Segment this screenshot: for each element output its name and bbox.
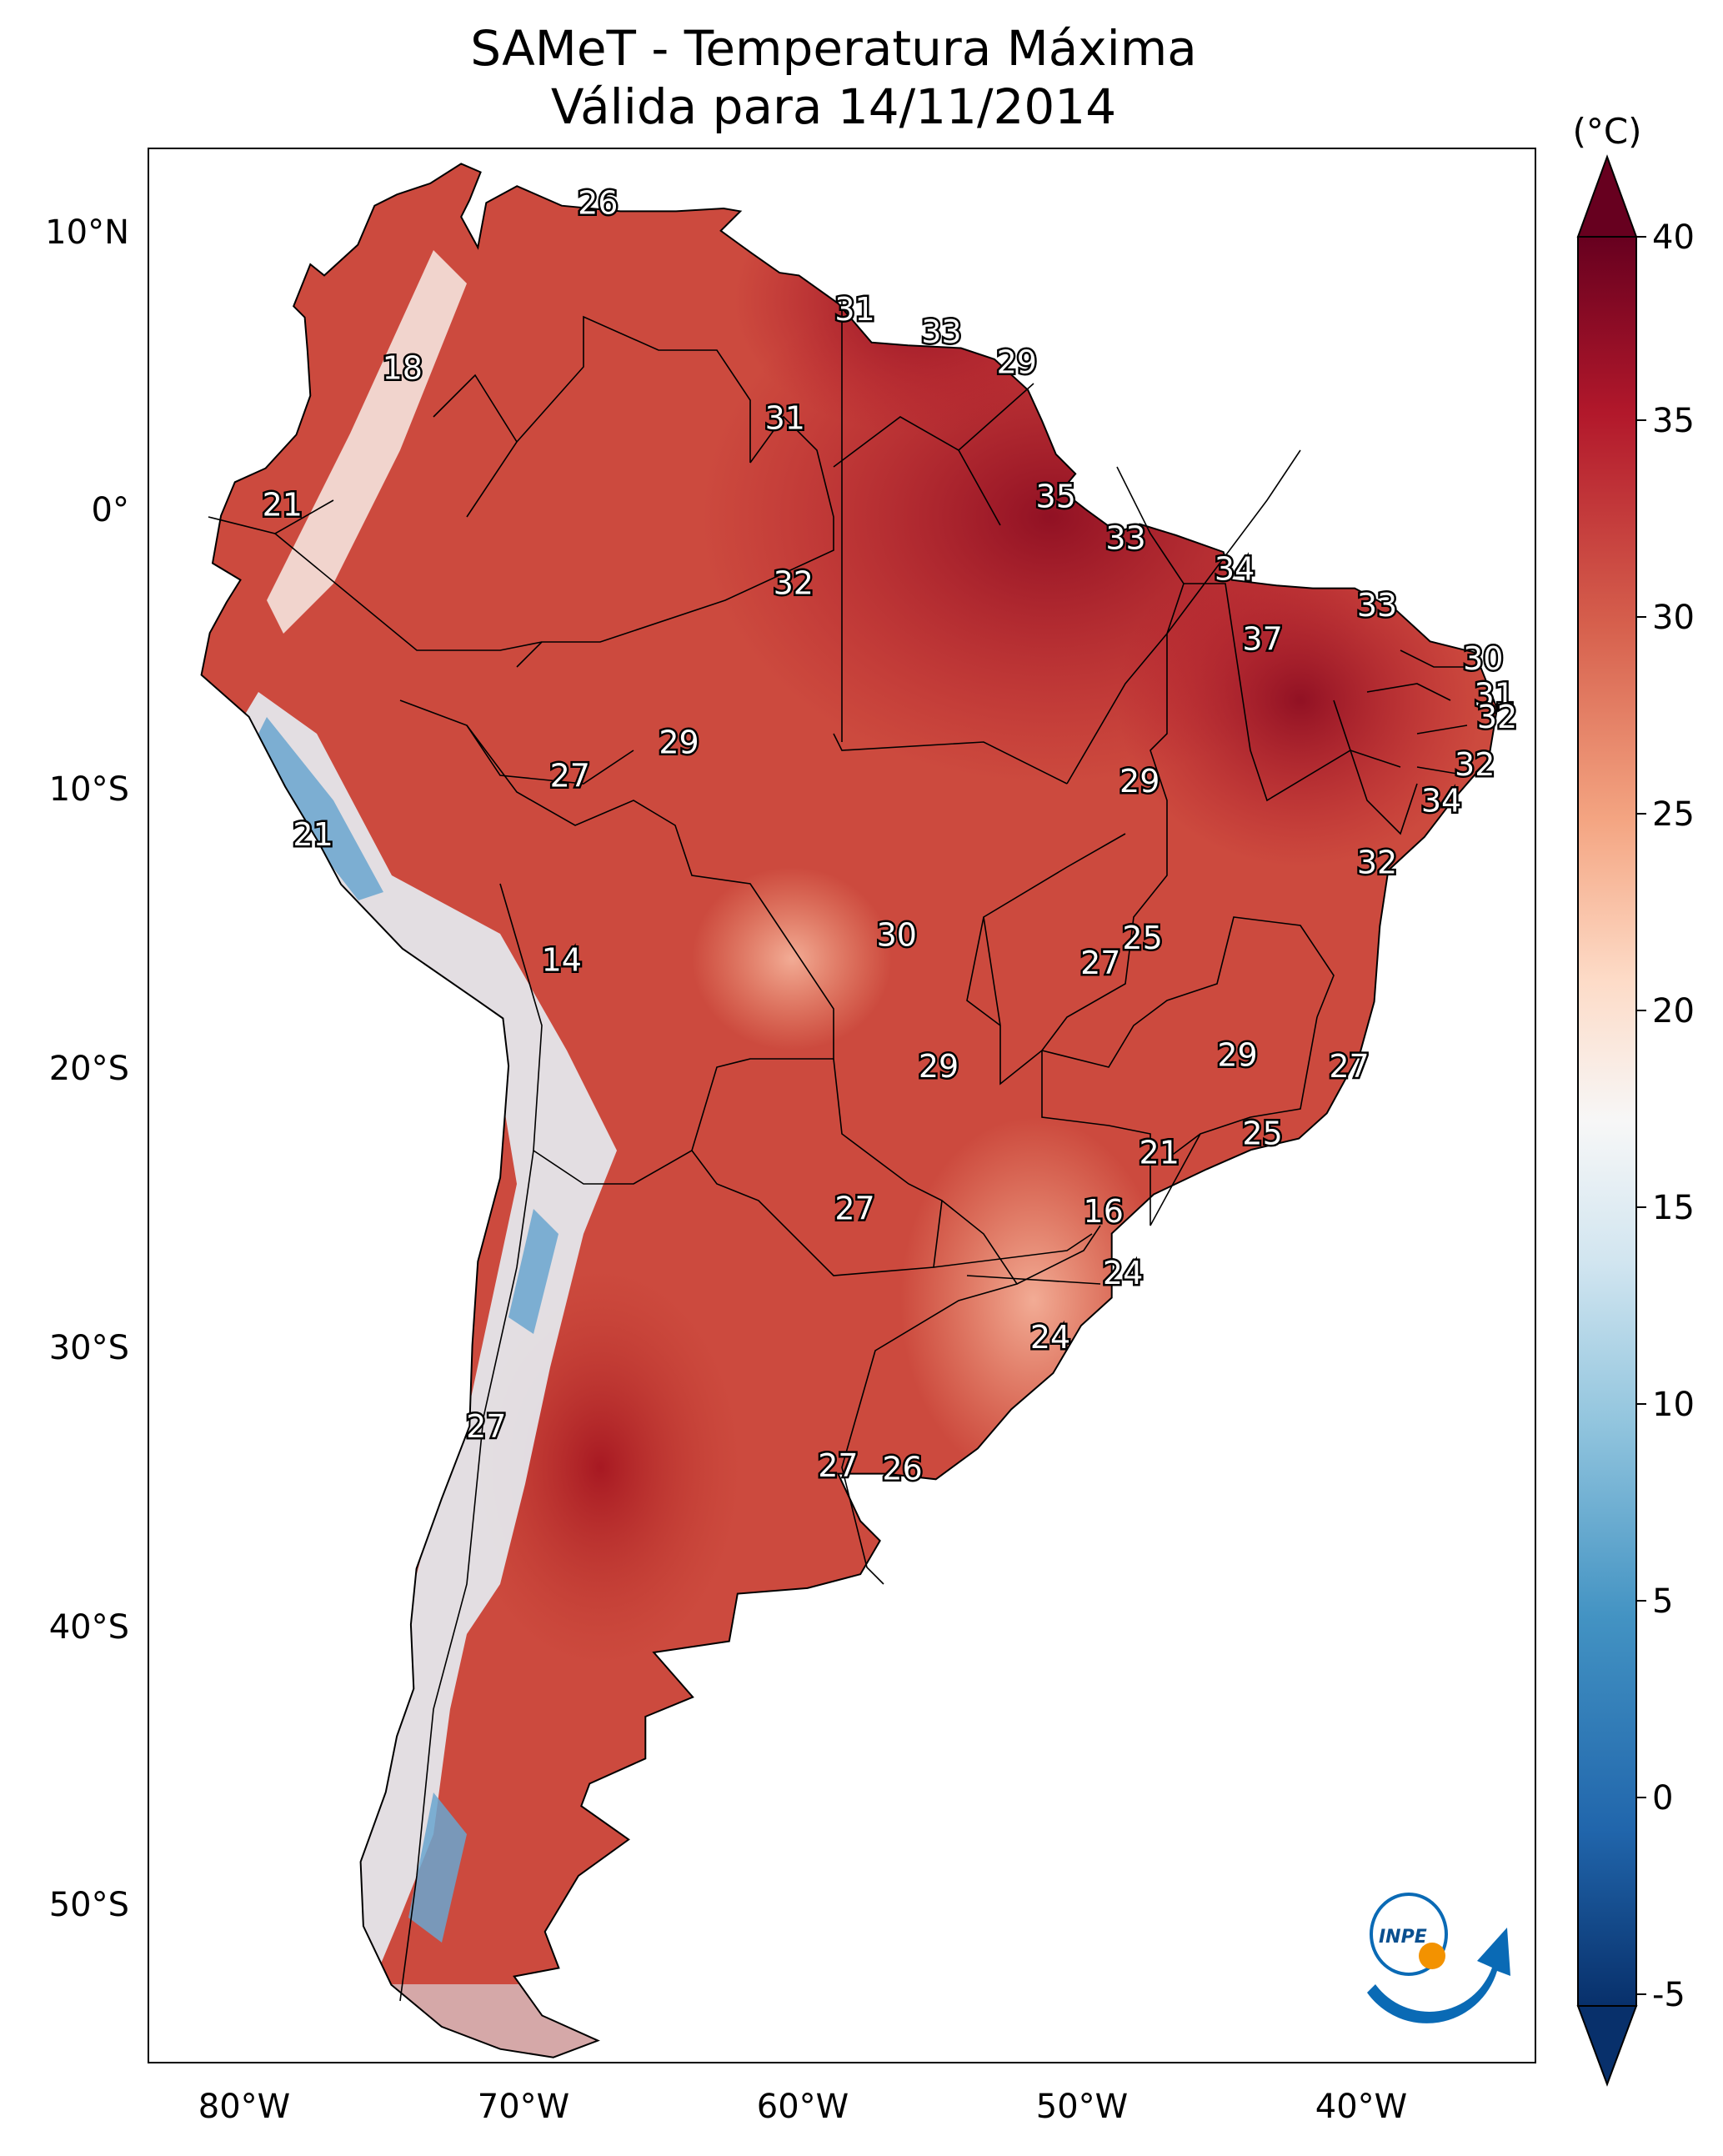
lon-label: 80°W [198,2088,290,2126]
temperature-label: 29 [919,1048,959,1085]
colorbar-top-arrow [1576,154,1638,238]
temperature-label: 26 [578,185,618,222]
temperature-label: 30 [1463,640,1503,677]
temperature-label: 16 [1084,1193,1124,1230]
temperature-label: 14 [542,942,582,979]
lat-label: 0° [92,491,129,529]
temperature-label: 27 [550,758,590,795]
lon-label: 50°W [1036,2088,1128,2126]
lat-label: 30°S [49,1329,129,1367]
temperature-label: 27 [834,1191,874,1227]
lat-label: 40°S [49,1608,129,1647]
svg-text:20: 20 [1652,992,1695,1030]
temperature-label: 37 [1242,620,1282,657]
temperature-label: 33 [921,313,961,350]
temperature-label: 34 [1215,551,1255,588]
colorbar-tick: 5 [1636,1582,1673,1621]
colorbar-tick: 30 [1636,599,1695,637]
temperature-label: 29 [1217,1037,1257,1074]
svg-text:0: 0 [1652,1779,1673,1818]
lon-label: 60°W [757,2088,849,2126]
colorbar-bar [1577,236,1637,2007]
temperature-label: 29 [997,344,1037,381]
svg-text:40: 40 [1652,218,1695,257]
svg-text:30: 30 [1652,599,1695,637]
svg-text:35: 35 [1652,402,1695,440]
colorbar-tick: 0 [1636,1779,1673,1818]
temperature-label: 18 [383,349,423,386]
logo-orbit [1370,1893,1448,1976]
temperature-label: 32 [1477,699,1517,735]
temperature-label: 32 [1455,746,1495,783]
map-title: SAMeT - Temperatura Máxima [470,20,1197,77]
temperature-label: 34 [1421,783,1461,820]
temperature-label: 27 [466,1408,506,1445]
temperature-label: 33 [1105,520,1145,557]
temperature-label: 29 [659,724,699,760]
temperature-label: 31 [834,291,874,328]
temperature-label: 27 [818,1447,858,1484]
temperature-label: 35 [1036,479,1076,515]
lat-label: 10°N [45,213,129,252]
svg-text:-5: -5 [1652,1976,1685,2014]
colorbar-tick: -5 [1636,1976,1685,2014]
map-subtitle: Válida para 14/11/2014 [551,78,1116,135]
latitude-axis: 10°N 0° 10°S 20°S 30°S 40°S 50°S [45,213,129,1924]
svg-text:10: 10 [1652,1386,1695,1424]
colorbar-tick: 40 [1636,218,1695,257]
svg-text:25: 25 [1652,795,1695,834]
temperature-label: 30 [877,916,917,953]
lon-label: 70°W [478,2088,569,2126]
longitude-axis: 80°W 70°W 60°W 50°W 40°W [198,2088,1407,2126]
temperature-label: 25 [1122,920,1162,956]
andes-cool-band [233,692,617,2018]
colorbar-tick: 20 [1636,992,1695,1030]
colorbar-tick: 35 [1636,402,1695,440]
logo-text: INPE [1379,1927,1427,1948]
colorbar-tick: 10 [1636,1386,1695,1424]
temperature-label: 21 [263,487,303,524]
temperature-label: 24 [1103,1255,1143,1291]
logo-swoosh [1367,1928,1510,2023]
colorbar-tick: 15 [1636,1189,1695,1227]
country-borders [208,300,1468,2002]
temperature-label: 31 [765,400,805,437]
temperature-label: 31 [1475,676,1515,713]
lon-label: 40°W [1315,2088,1407,2126]
lat-label: 10°S [49,770,129,809]
temperature-label: 21 [293,816,333,853]
temperature-label: 29 [1119,763,1160,800]
map-frame [148,148,1536,2063]
inpe-logo: INPE [1367,1893,1510,2023]
colorbar-unit: (°C) [1572,111,1641,152]
temperature-label: 27 [1329,1048,1369,1085]
temperature-label: 27 [1080,945,1120,981]
coastline [200,163,1499,2058]
temperature-label: 32 [1357,844,1397,880]
colorbar-bottom-arrow [1576,2005,1638,2087]
svg-text:15: 15 [1652,1189,1695,1227]
temperature-label: 25 [1242,1115,1282,1151]
temperature-label: 21 [1139,1135,1180,1171]
colorbar-tick: 25 [1636,795,1695,834]
logo-sun [1419,1943,1445,1969]
colorbar: (°C) 40 35 30 25 20 15 10 5 0 -5 [1572,111,1695,2087]
svg-text:5: 5 [1652,1582,1673,1621]
lat-label: 20°S [49,1050,129,1088]
temperature-label: 24 [1030,1319,1070,1356]
colombia-andes-cool [267,250,467,634]
temperature-label: 33 [1357,587,1397,624]
lat-label: 50°S [49,1886,129,1924]
temperature-label: 32 [774,564,814,601]
temperature-label: 26 [882,1450,922,1487]
